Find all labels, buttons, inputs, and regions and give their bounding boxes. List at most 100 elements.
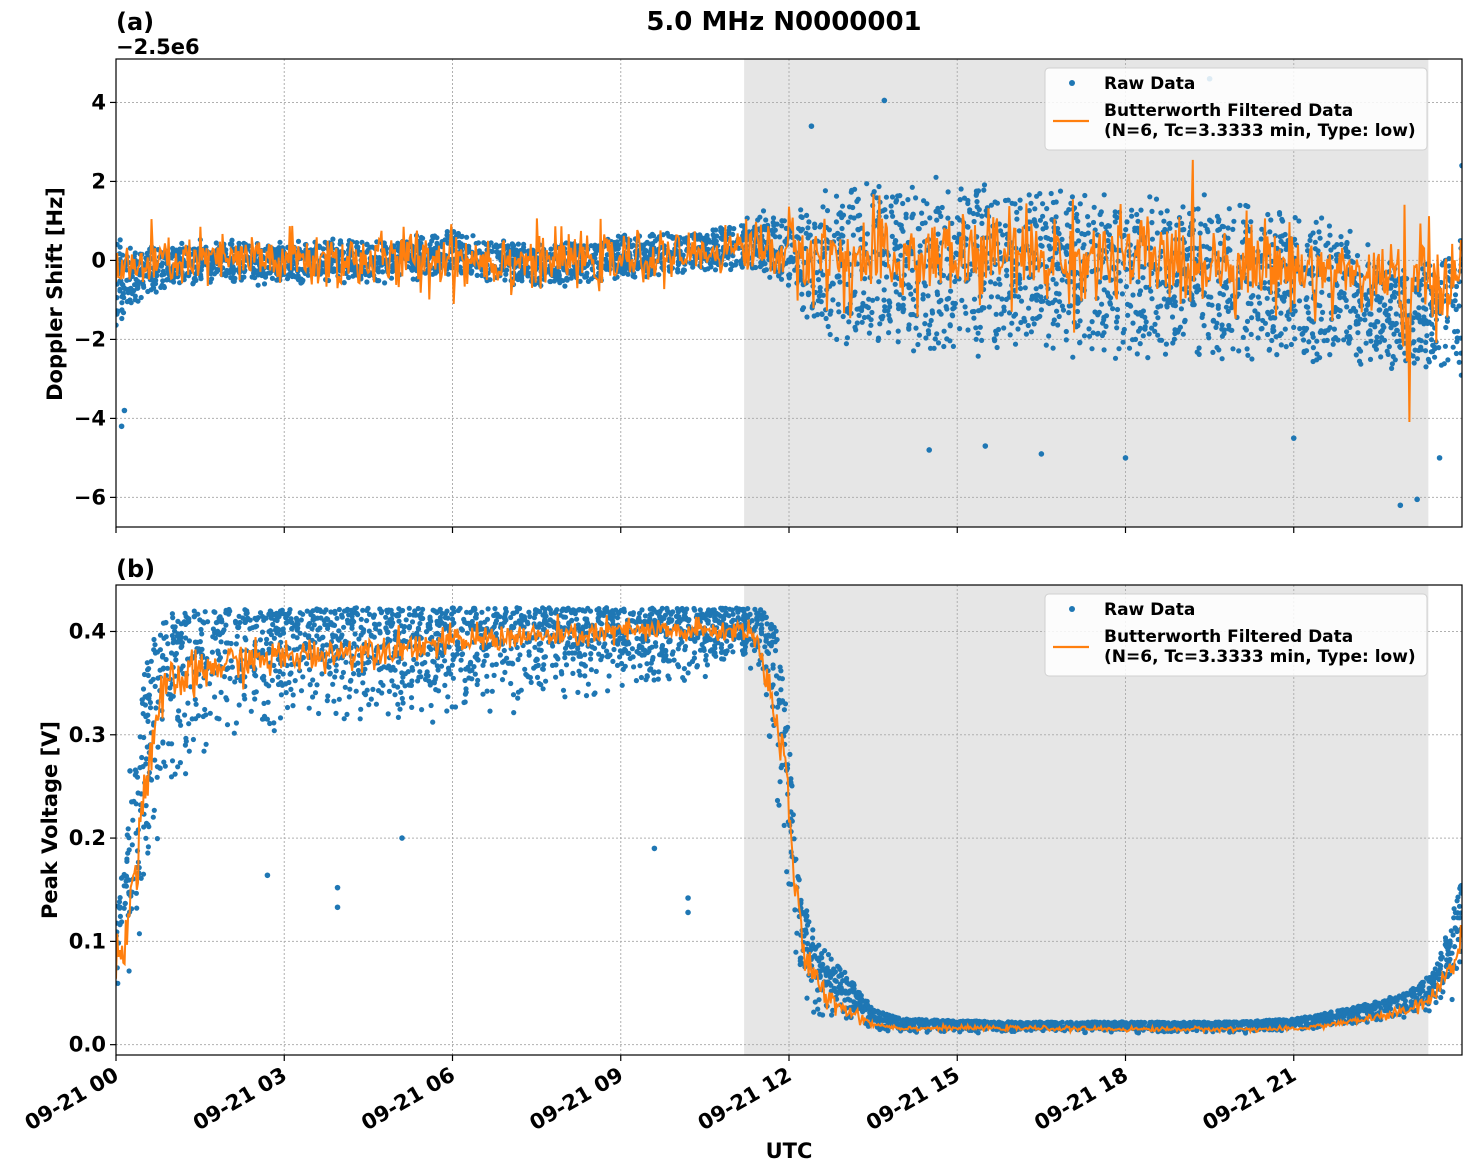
raw-data-point (1255, 294, 1261, 300)
raw-data-point (1048, 190, 1054, 197)
raw-data-point (1310, 345, 1316, 351)
raw-data-point (1124, 219, 1130, 225)
raw-data-point (1215, 305, 1221, 311)
raw-data-point (1410, 353, 1416, 359)
raw-data-point (1147, 194, 1153, 200)
raw-data-point (999, 296, 1005, 302)
raw-data-point (134, 905, 140, 911)
raw-data-point (1315, 248, 1321, 254)
raw-data-point (755, 217, 761, 223)
raw-data-point (927, 215, 933, 221)
raw-data-point (596, 640, 602, 646)
raw-data-point (681, 236, 687, 242)
raw-data-point (825, 323, 831, 330)
raw-data-point (1016, 228, 1022, 234)
raw-data-point (1454, 898, 1460, 904)
raw-data-point (1073, 215, 1079, 221)
raw-data-point (619, 682, 625, 688)
raw-data-point (961, 195, 968, 201)
raw-data-point (1432, 354, 1438, 360)
raw-data-point (850, 204, 856, 211)
raw-data-point (333, 668, 339, 674)
raw-data-point (234, 633, 240, 639)
raw-data-point (963, 310, 969, 316)
raw-data-point (1142, 326, 1148, 332)
raw-data-point (779, 223, 785, 229)
raw-data-point (494, 244, 500, 250)
raw-data-point (1120, 339, 1126, 345)
raw-data-point (763, 217, 769, 223)
raw-data-point (917, 243, 923, 249)
raw-data-point (1149, 325, 1155, 331)
raw-data-point (1114, 306, 1121, 313)
raw-data-point (1107, 301, 1113, 307)
raw-data-point (1004, 267, 1010, 273)
raw-data-point (905, 197, 911, 203)
raw-data-point (1331, 244, 1337, 250)
raw-data-point (336, 696, 342, 702)
raw-data-point (547, 607, 554, 613)
raw-data-point (1046, 333, 1052, 339)
raw-data-point (1277, 211, 1283, 217)
raw-data-point (145, 254, 151, 260)
raw-data-point (1075, 227, 1081, 234)
raw-data-point (901, 295, 907, 301)
raw-data-point (936, 299, 942, 305)
raw-data-point (818, 222, 824, 228)
raw-data-point (974, 199, 980, 205)
raw-data-point (1037, 313, 1043, 319)
raw-data-point (128, 287, 134, 293)
raw-data-point (800, 305, 807, 311)
raw-data-point (971, 308, 977, 315)
raw-data-point (1204, 226, 1210, 232)
raw-data-point (1304, 325, 1310, 332)
raw-data-point (854, 306, 860, 312)
raw-data-point (199, 259, 205, 265)
raw-data-point (1099, 301, 1105, 307)
raw-data-point (1389, 365, 1395, 371)
raw-data-point (1237, 202, 1243, 208)
raw-data-point (1387, 298, 1394, 304)
raw-data-point (560, 278, 566, 284)
raw-data-point (1014, 216, 1020, 222)
raw-data-point (1337, 308, 1343, 314)
raw-data-point (633, 678, 640, 684)
legend-marker-raw (1069, 80, 1075, 86)
raw-data-point (900, 228, 906, 234)
raw-data-point (1038, 298, 1044, 304)
raw-data-point (1101, 314, 1107, 320)
raw-data-point (1153, 309, 1159, 316)
raw-data-point (380, 269, 386, 275)
raw-data-point (1456, 303, 1462, 309)
raw-data-point (767, 274, 773, 280)
raw-data-point (995, 294, 1001, 300)
raw-data-point (762, 261, 768, 267)
raw-data-point (1443, 324, 1449, 331)
raw-data-point (770, 215, 777, 221)
raw-data-point (504, 655, 510, 661)
raw-data-point (897, 193, 903, 199)
raw-data-point (159, 272, 165, 278)
raw-data-point (179, 240, 185, 246)
raw-data-point (143, 756, 149, 762)
raw-data-point (1259, 325, 1265, 332)
raw-data-point (952, 300, 959, 307)
raw-data-point (116, 295, 120, 301)
raw-data-point (959, 297, 965, 303)
raw-data-point (1270, 324, 1276, 330)
raw-data-point (1357, 316, 1363, 322)
raw-data-point (1125, 312, 1131, 318)
y-tick-label: 0 (91, 248, 106, 272)
raw-data-point (1026, 192, 1032, 198)
raw-data-point (177, 760, 183, 766)
raw-data-point (1070, 354, 1076, 360)
raw-data-point (355, 244, 361, 250)
raw-data-point (712, 267, 719, 273)
raw-data-point (691, 650, 698, 656)
raw-data-point (1249, 356, 1255, 362)
raw-data-point (1135, 218, 1141, 224)
raw-data-point (1308, 318, 1315, 324)
raw-data-point (1290, 311, 1296, 317)
raw-data-point (1152, 328, 1158, 334)
raw-data-point (1392, 282, 1398, 289)
